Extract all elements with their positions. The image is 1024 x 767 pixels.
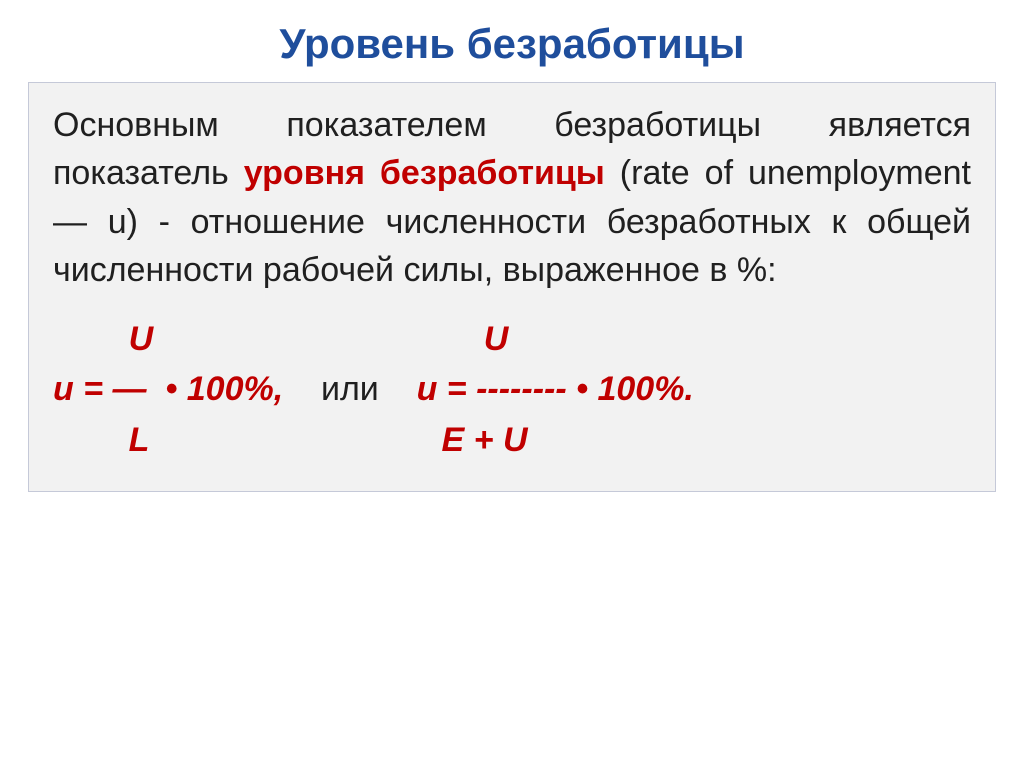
formula-block: U U u = — • 100%, или u = -------- • 100… <box>53 314 971 465</box>
formula-line-1: U U <box>53 320 508 358</box>
formula-line-2b: u = -------- • 100%. <box>417 370 694 408</box>
formula-or: или <box>283 370 416 408</box>
definition-paragraph: Основным показателем безработицы являетс… <box>53 101 971 294</box>
highlight-term: уровня безработицы <box>244 154 605 192</box>
slide: Уровень безработицы Основным показателем… <box>0 0 1024 767</box>
formula-line-2a: u = — • 100%, <box>53 370 283 408</box>
slide-title: Уровень безработицы <box>28 20 996 68</box>
formula-line-3: L E + U <box>53 421 528 459</box>
content-box: Основным показателем безработицы являетс… <box>28 82 996 492</box>
